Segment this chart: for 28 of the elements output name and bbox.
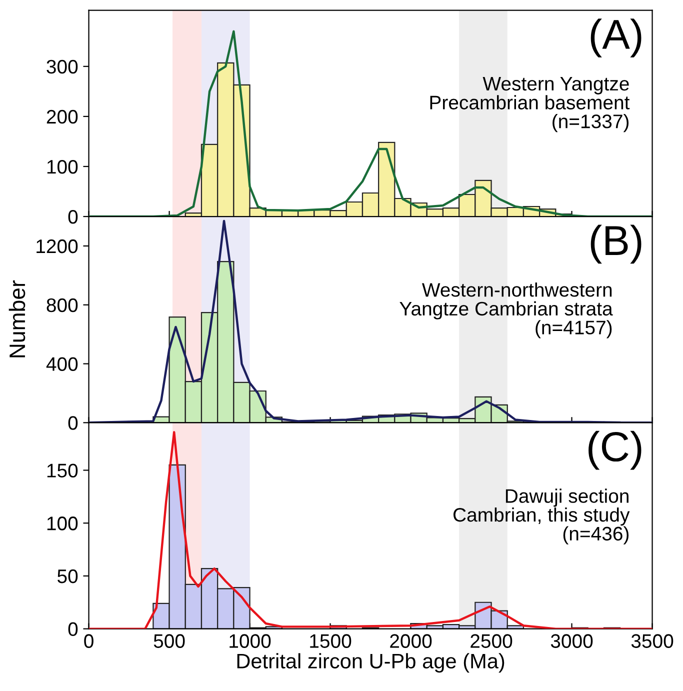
y-axis-title: Number: [8, 280, 26, 358]
x-tick-label: 0: [84, 634, 94, 648]
annotation: (A): [590, 18, 642, 58]
annotation: Western Yangtze Precambrian basement (n=1337): [430, 77, 630, 132]
y-tick-label: 800: [46, 298, 78, 312]
x-tick-label: 1000: [230, 634, 271, 648]
y-tick-label: 300: [46, 60, 78, 74]
x-axis-title: Detrital zircon U-Pb age (Ma): [237, 653, 504, 673]
y-tick-label: 200: [46, 110, 78, 124]
y-tick-label: 1200: [36, 239, 78, 254]
x-tick-label: 3000: [550, 634, 593, 648]
y-tick-label: 0: [68, 210, 78, 224]
y-tick-label: 400: [46, 357, 78, 371]
x-tick-label: 1500: [310, 634, 352, 648]
annotation: Western-northwestern Yangtze Cambrian strata (n=4157): [400, 282, 613, 338]
x-tick-label: 3500: [631, 634, 674, 648]
x-tick-label: 2500: [470, 634, 512, 648]
y-tick-label: 100: [47, 160, 78, 174]
x-tick-label: 2000: [390, 634, 432, 648]
y-tick-label: 50: [58, 569, 78, 584]
y-tick-label: 150: [47, 464, 78, 478]
y-tick-label: 0: [68, 416, 78, 430]
y-tick-label: 100: [47, 516, 78, 530]
annotation: Dawuji section Cambrian, this study (n=436): [453, 488, 630, 544]
annotation: (B): [590, 224, 642, 264]
y-tick-label: 0: [68, 622, 78, 636]
annotation: (C): [588, 430, 642, 470]
x-tick-label: 500: [154, 634, 185, 648]
